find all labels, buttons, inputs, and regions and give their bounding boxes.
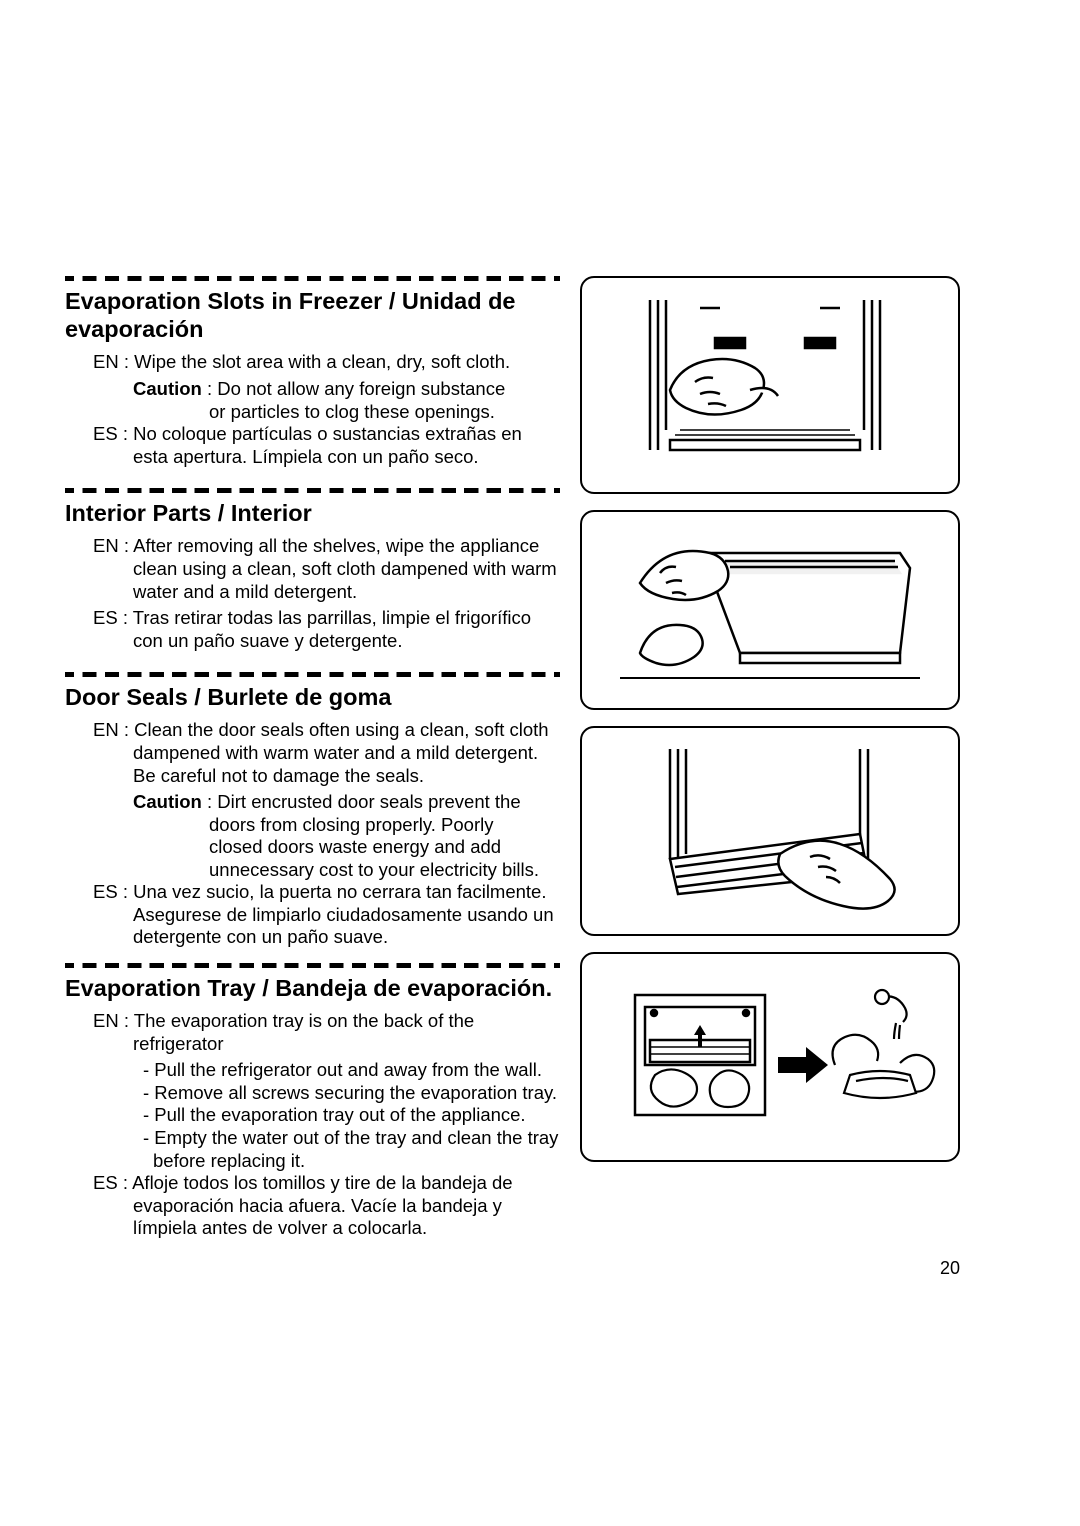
- section-title-interior: Interior Parts / Interior: [65, 499, 560, 527]
- section-title-door-seals: Door Seals / Burlete de goma: [65, 683, 560, 711]
- two-column-layout: Evaporation Slots in Freezer / Unidad de…: [65, 276, 1015, 1244]
- shelf-clean-icon: [600, 523, 940, 698]
- es-text: ES : No coloque partículas o sustancias …: [105, 423, 560, 468]
- es-text: ES : Tras retirar todas las parrillas, l…: [105, 607, 560, 652]
- caution-line: Caution : Do not allow any foreign subst…: [65, 378, 560, 401]
- page-number: 20: [940, 1258, 960, 1279]
- en-text: EN : The evaporation tray is on the back…: [105, 1010, 560, 1055]
- section-divider: [65, 276, 560, 281]
- evap-tray-icon: [600, 965, 940, 1150]
- caution-continuation: unnecessary cost to your electricity bil…: [65, 859, 560, 882]
- bullet-item: - Pull the refrigerator out and away fro…: [65, 1059, 560, 1082]
- wipe-slots-icon: [600, 290, 940, 480]
- bullet-item: - Pull the evaporation tray out of the a…: [65, 1104, 560, 1127]
- section-title-evap-tray: Evaporation Tray / Bandeja de evaporació…: [65, 974, 560, 1002]
- illustration-door-seals: [580, 726, 960, 936]
- illustration-interior-parts: [580, 510, 960, 710]
- illustration-column: [580, 276, 980, 1244]
- caution-line: Caution : Dirt encrusted door seals prev…: [65, 791, 560, 814]
- caution-continuation: closed doors waste energy and add: [65, 836, 560, 859]
- bullet-item: - Remove all screws securing the evapora…: [65, 1082, 560, 1105]
- section-title-evap-slots: Evaporation Slots in Freezer / Unidad de…: [65, 287, 560, 343]
- en-text: EN : Wipe the slot area with a clean, dr…: [105, 351, 560, 374]
- arrow-right-icon: [778, 1047, 828, 1083]
- section-divider: [65, 672, 560, 677]
- en-text: EN : Clean the door seals often using a …: [105, 719, 560, 787]
- illustration-evap-slots: [580, 276, 960, 494]
- text-column: Evaporation Slots in Freezer / Unidad de…: [65, 276, 560, 1244]
- manual-page: Evaporation Slots in Freezer / Unidad de…: [65, 276, 1015, 1244]
- caution-continuation: doors from closing properly. Poorly: [65, 814, 560, 837]
- en-text: EN : After removing all the shelves, wip…: [105, 535, 560, 603]
- es-text: ES : Una vez sucio, la puerta no cerrara…: [105, 881, 560, 949]
- bullet-item: - Empty the water out of the tray and cl…: [65, 1127, 560, 1172]
- door-seal-icon: [600, 739, 940, 924]
- caution-continuation: or particles to clog these openings.: [65, 401, 560, 424]
- section-divider: [65, 488, 560, 493]
- es-text: ES : Afloje todos los tomillos y tire de…: [105, 1172, 560, 1240]
- illustration-evap-tray: [580, 952, 960, 1162]
- section-divider: [65, 963, 560, 968]
